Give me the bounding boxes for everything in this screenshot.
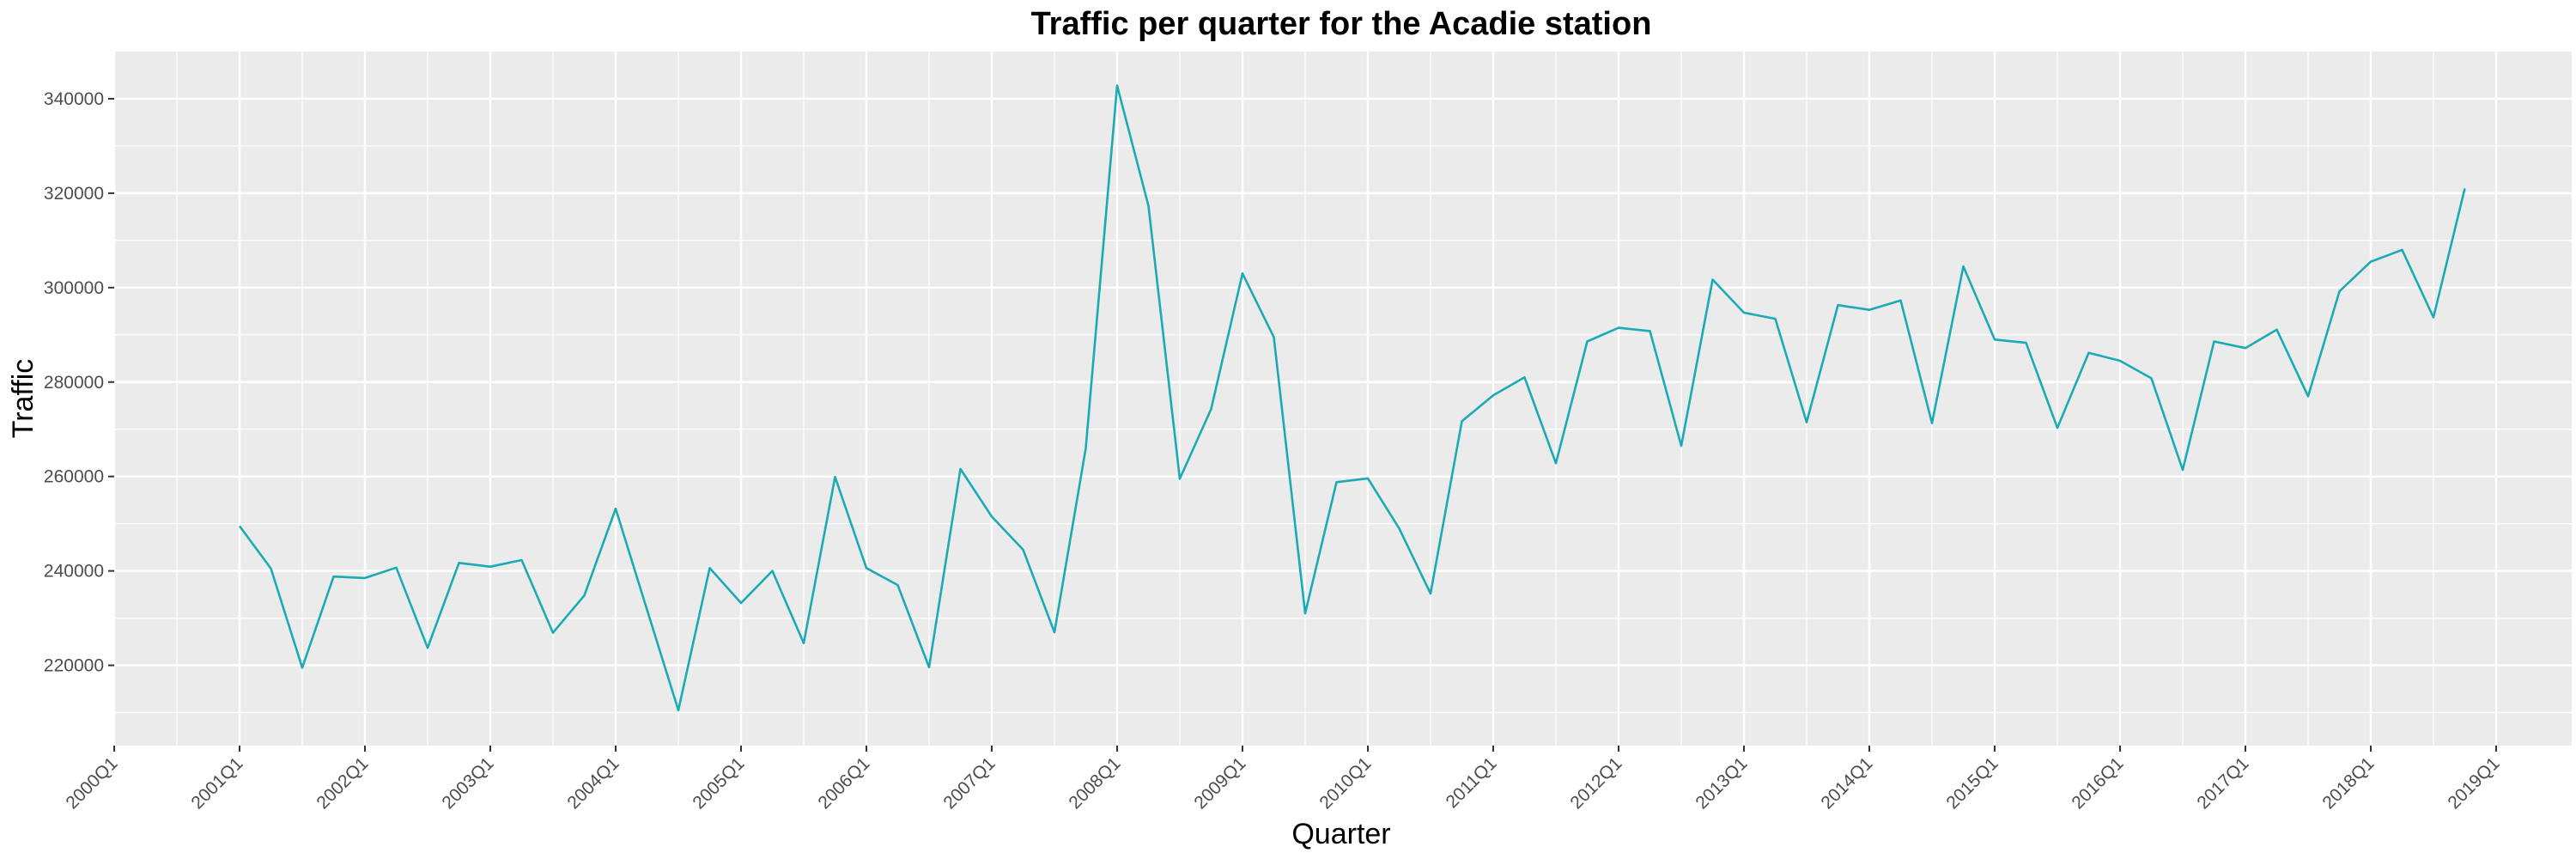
series-line [238,84,2466,712]
x-tick-label: 2015Q1 [1942,753,2002,813]
x-tick-label: 2016Q1 [2068,753,2127,813]
x-tick-label: 2004Q1 [563,753,623,813]
x-tick-label: 2001Q1 [187,753,246,813]
x-tick-label: 2010Q1 [1315,753,1375,813]
x-tick-label: 2017Q1 [2193,753,2252,813]
x-tick-label: 2005Q1 [689,753,748,813]
y-axis-title: Traffic [7,359,39,439]
series-layer [238,84,2466,712]
x-tick-label: 2012Q1 [1566,753,1625,813]
x-axis-title: Quarter [1291,818,1390,850]
y-axis: 220000 240000 260000 280000 300000 320000 3400… [44,89,114,676]
x-tick-label: 2003Q1 [438,753,497,813]
x-tick-label: 2018Q1 [2318,753,2378,813]
x-tick-label: 2014Q1 [1817,753,1876,813]
x-tick-label: 2008Q1 [1065,753,1124,813]
y-tick-label: 320000 [44,184,104,204]
x-tick-label: 2011Q1 [1443,753,1501,812]
x-tick-label: 2009Q1 [1190,753,1249,813]
major-gridlines [112,52,2572,746]
plot-panel [114,52,2572,746]
x-tick-label: 2006Q1 [814,753,873,813]
y-tick-label: 260000 [44,467,104,487]
x-tick-label: 2002Q1 [313,753,372,813]
x-tick-label: 2000Q1 [62,753,121,813]
minor-gridlines [114,52,2572,746]
chart-title: Traffic per quarter for the Acadie stati… [1031,6,1652,42]
y-tick-label: 240000 [44,562,104,582]
y-tick-label: 280000 [44,373,104,393]
x-axis: 2000Q1 2001Q1 2002Q1 2003Q1 2004Q1 2005Q1 2006… [62,746,2504,813]
y-tick-label: 340000 [44,89,104,109]
y-tick-label: 300000 [44,278,104,298]
x-tick-label: 2013Q1 [1692,753,1751,813]
x-tick-label: 2019Q1 [2444,753,2503,813]
x-tick-label: 2007Q1 [939,753,999,813]
y-tick-label: 220000 [44,656,104,676]
